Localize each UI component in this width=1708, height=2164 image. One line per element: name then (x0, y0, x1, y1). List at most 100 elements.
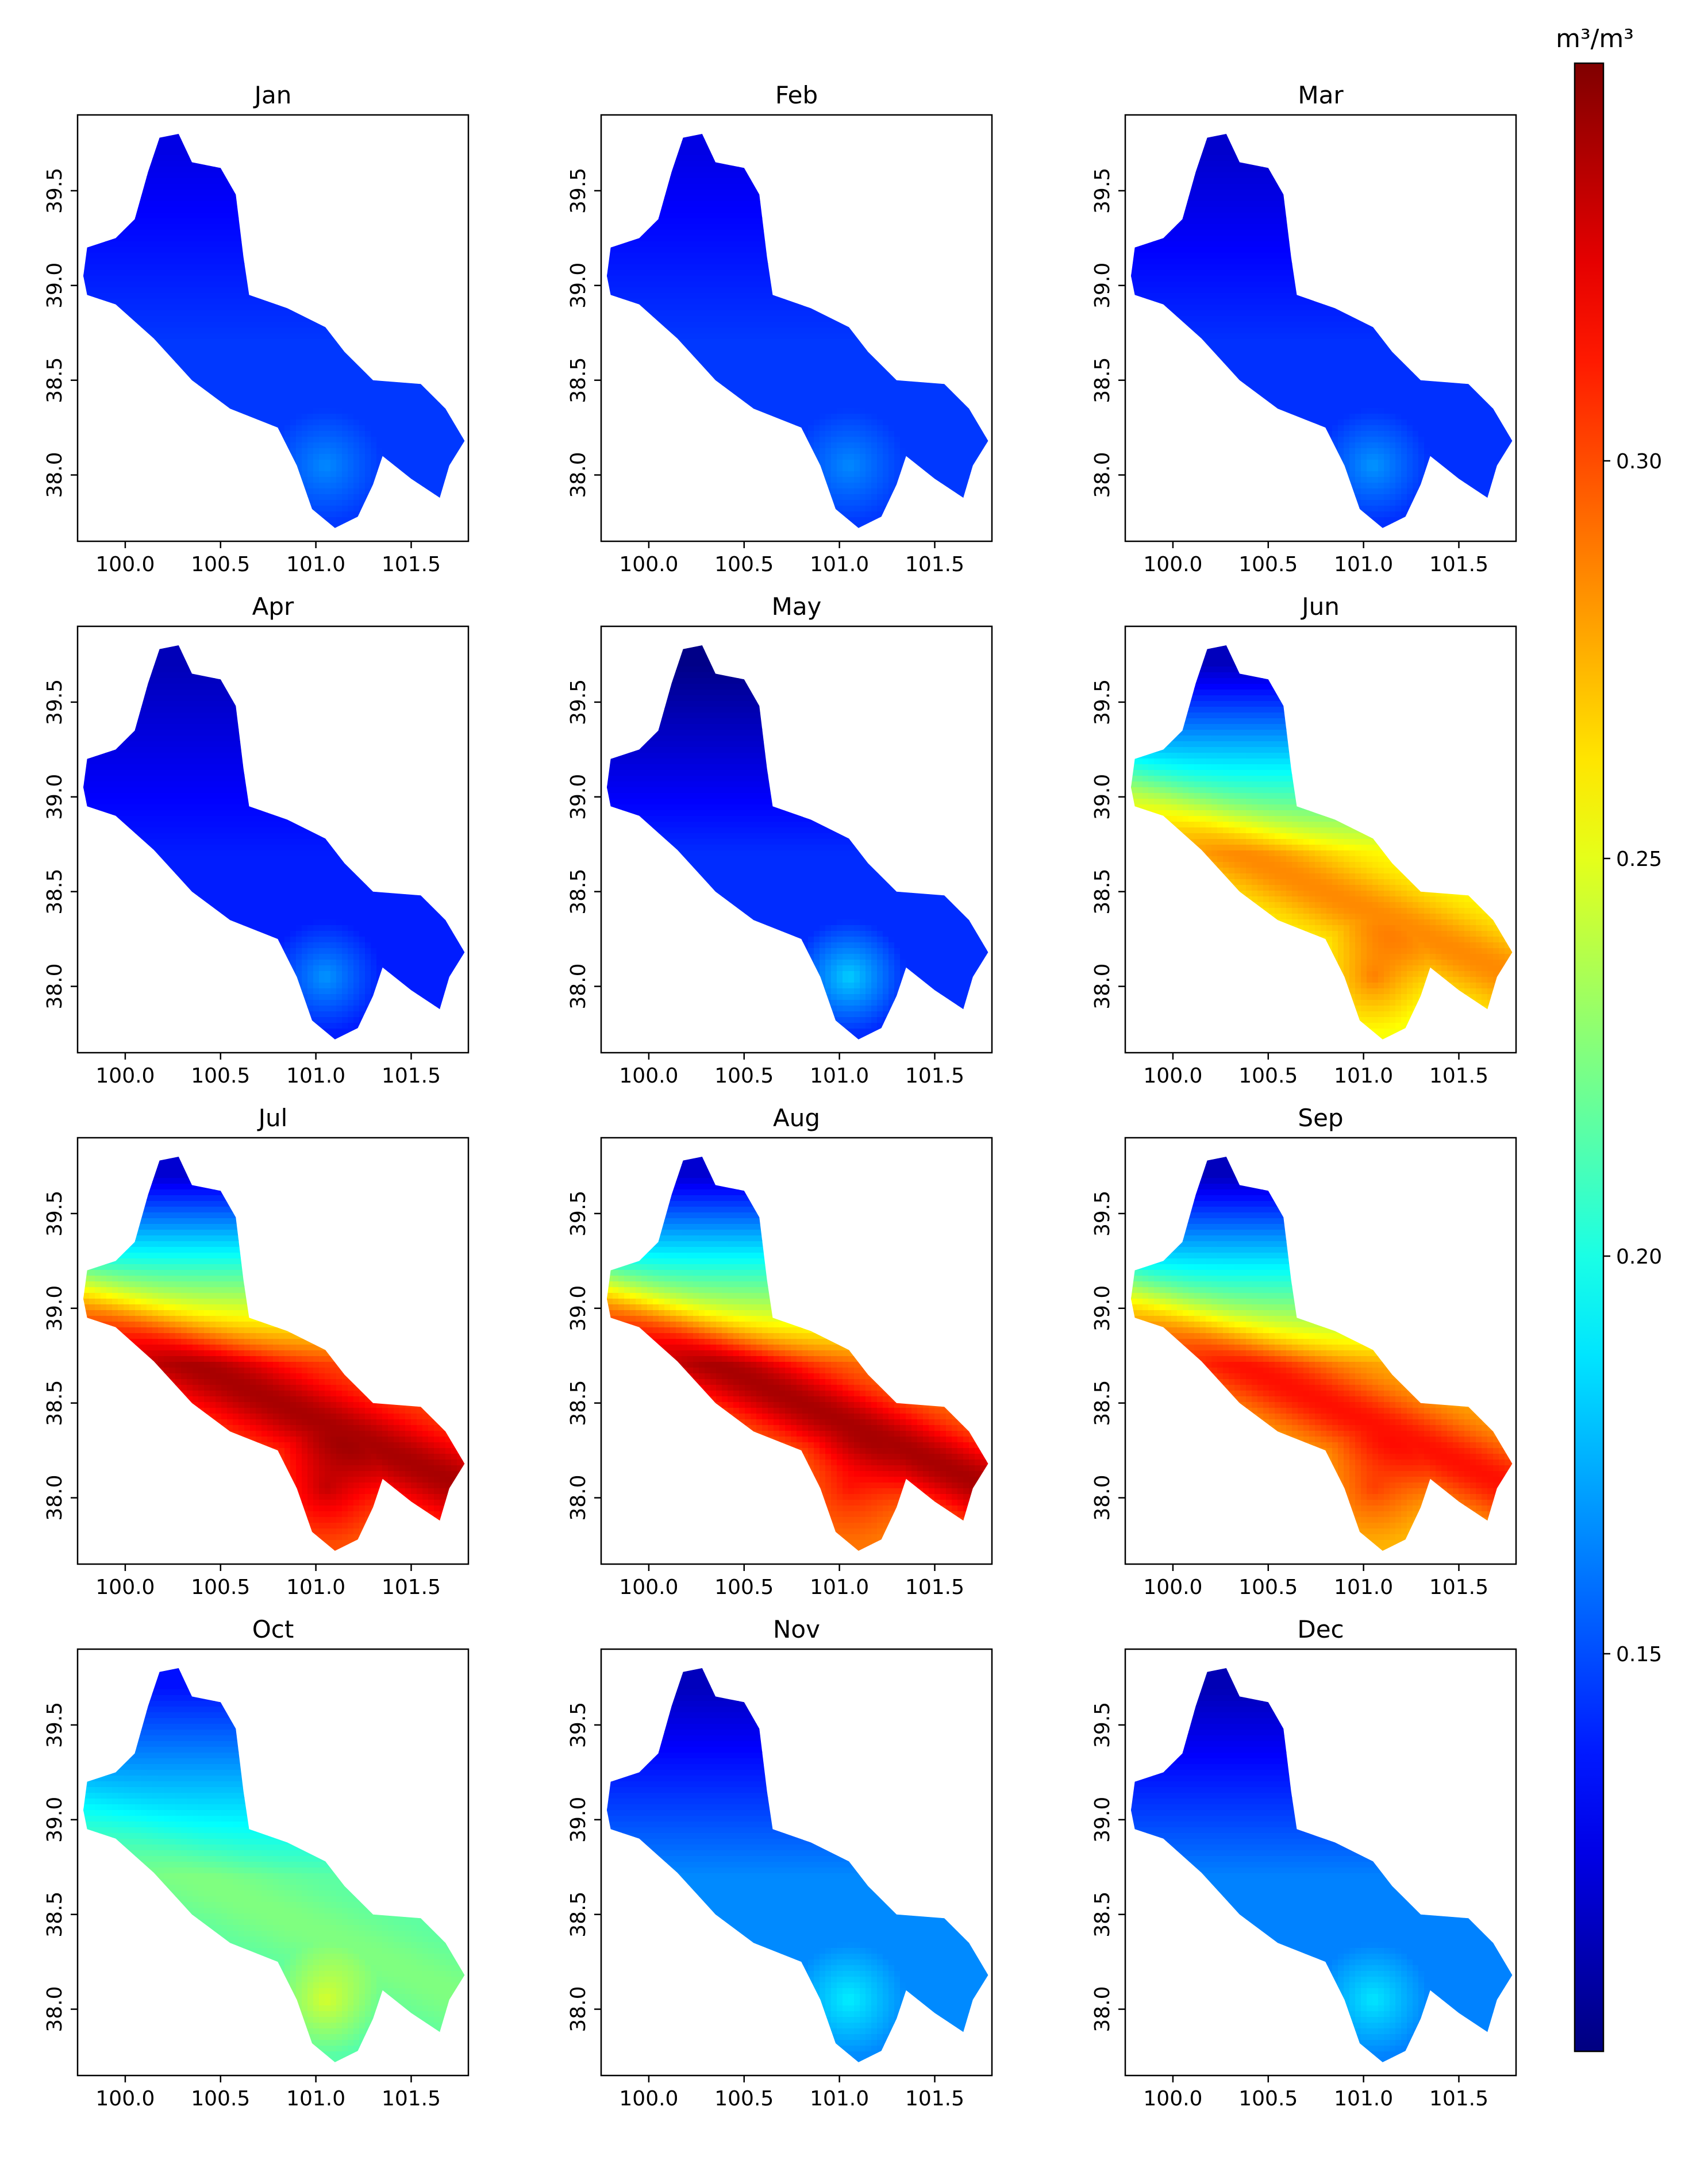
x-tick-label: 101.0 (1334, 1576, 1393, 1599)
x-tick-label: 100.0 (95, 1064, 155, 1088)
x-tick-label: 100.5 (1238, 553, 1298, 576)
y-tick-label: 39.0 (567, 774, 590, 820)
y-tick-label: 39.0 (43, 774, 67, 820)
y-tick-label: 39.5 (1091, 679, 1114, 725)
x-tick-label: 101.5 (1429, 1064, 1488, 1088)
y-tick-label: 39.0 (1091, 263, 1114, 309)
y-tick-label: 38.5 (1091, 869, 1114, 915)
y-tick-label: 39.5 (567, 1191, 590, 1237)
x-tick-label: 100.5 (191, 553, 250, 576)
y-tick-label: 39.5 (43, 679, 67, 725)
soil-moisture-raster (601, 1138, 993, 1569)
y-tick-label: 39.5 (567, 1702, 590, 1748)
x-tick-label: 101.0 (1334, 1064, 1393, 1088)
colorbar-tick-label: 0.25 (1616, 848, 1662, 871)
y-tick-label: 38.0 (43, 452, 67, 498)
y-tick-label: 38.0 (1091, 963, 1114, 1009)
soil-moisture-raster (1125, 1649, 1517, 2081)
y-tick-label: 39.0 (43, 263, 67, 309)
panel-title: Jun (1300, 592, 1340, 621)
x-tick-label: 101.5 (905, 553, 964, 576)
x-tick-label: 101.0 (286, 553, 345, 576)
y-tick-label: 38.5 (1091, 1380, 1114, 1426)
colorbar-unit-label: m³/m³ (1556, 24, 1634, 53)
x-tick-label: 101.5 (905, 2087, 964, 2111)
panel-title: Sep (1298, 1104, 1343, 1132)
x-tick-label: 101.5 (1429, 553, 1488, 576)
y-tick-label: 39.0 (567, 1285, 590, 1331)
x-tick-label: 101.5 (905, 1576, 964, 1599)
y-tick-label: 39.5 (567, 679, 590, 725)
soil-moisture-raster (1125, 626, 1517, 1058)
x-tick-label: 100.5 (1238, 1576, 1298, 1599)
x-tick-label: 100.0 (1143, 1064, 1202, 1088)
y-tick-label: 39.0 (1091, 774, 1114, 820)
y-tick-label: 38.5 (43, 357, 67, 403)
x-tick-label: 100.0 (1143, 1576, 1202, 1599)
soil-moisture-raster (78, 1138, 469, 1569)
y-tick-label: 38.0 (567, 1474, 590, 1520)
soil-moisture-raster (1125, 115, 1517, 546)
y-tick-label: 38.0 (1091, 1474, 1114, 1520)
x-tick-label: 101.0 (286, 1576, 345, 1599)
x-tick-label: 100.0 (619, 1064, 678, 1088)
x-tick-label: 101.0 (810, 553, 869, 576)
y-tick-label: 39.0 (43, 1285, 67, 1331)
x-tick-label: 101.5 (1429, 2087, 1488, 2111)
soil-moisture-raster (78, 1649, 469, 2081)
x-tick-label: 100.0 (95, 1576, 155, 1599)
y-tick-label: 38.0 (567, 1986, 590, 2032)
panel-title: Oct (252, 1615, 294, 1643)
x-tick-label: 101.5 (382, 2087, 441, 2111)
y-tick-label: 38.0 (567, 963, 590, 1009)
y-tick-label: 38.0 (1091, 1986, 1114, 2032)
x-tick-label: 100.5 (191, 2087, 250, 2111)
y-tick-label: 39.5 (1091, 1191, 1114, 1237)
y-tick-label: 38.5 (1091, 1892, 1114, 1938)
panel-title: Apr (252, 592, 294, 621)
y-tick-label: 38.5 (43, 1380, 67, 1426)
x-tick-label: 100.0 (1143, 2087, 1202, 2111)
y-tick-label: 38.0 (567, 452, 590, 498)
x-tick-label: 100.5 (191, 1576, 250, 1599)
y-tick-label: 38.5 (567, 1892, 590, 1938)
x-tick-label: 100.5 (714, 553, 774, 576)
colorbar-tick-label: 0.15 (1616, 1643, 1662, 1666)
y-tick-label: 38.5 (43, 869, 67, 915)
y-tick-label: 38.5 (567, 357, 590, 403)
x-tick-label: 100.0 (95, 553, 155, 576)
panel-dec: Dec 100.0 100.5 101.0 101.5 38.0 38.5 39.0 39.5 (1091, 1615, 1517, 2111)
x-tick-label: 100.0 (619, 553, 678, 576)
panel-title: Aug (773, 1104, 820, 1132)
panel-title: Dec (1297, 1615, 1344, 1643)
panel-title: Nov (773, 1615, 820, 1643)
x-tick-label: 101.0 (1334, 2087, 1393, 2111)
y-tick-label: 39.0 (567, 1797, 590, 1843)
y-tick-label: 38.0 (43, 963, 67, 1009)
panel-title: Jul (257, 1104, 288, 1132)
y-tick-label: 38.0 (43, 1986, 67, 2032)
x-tick-label: 101.0 (810, 1064, 869, 1088)
panel-title: May (772, 592, 822, 621)
y-tick-label: 39.0 (1091, 1285, 1114, 1331)
y-tick-label: 39.0 (567, 263, 590, 309)
y-tick-label: 39.0 (1091, 1797, 1114, 1843)
y-tick-label: 38.0 (1091, 452, 1114, 498)
x-tick-label: 101.5 (382, 553, 441, 576)
x-tick-label: 100.0 (95, 2087, 155, 2111)
x-tick-label: 100.5 (714, 1064, 774, 1088)
y-tick-label: 39.0 (43, 1797, 67, 1843)
panel-title: Jan (253, 81, 292, 109)
x-tick-label: 101.5 (905, 1064, 964, 1088)
x-tick-label: 100.5 (1238, 2087, 1298, 2111)
y-tick-label: 39.5 (1091, 1702, 1114, 1748)
y-tick-label: 38.0 (43, 1474, 67, 1520)
